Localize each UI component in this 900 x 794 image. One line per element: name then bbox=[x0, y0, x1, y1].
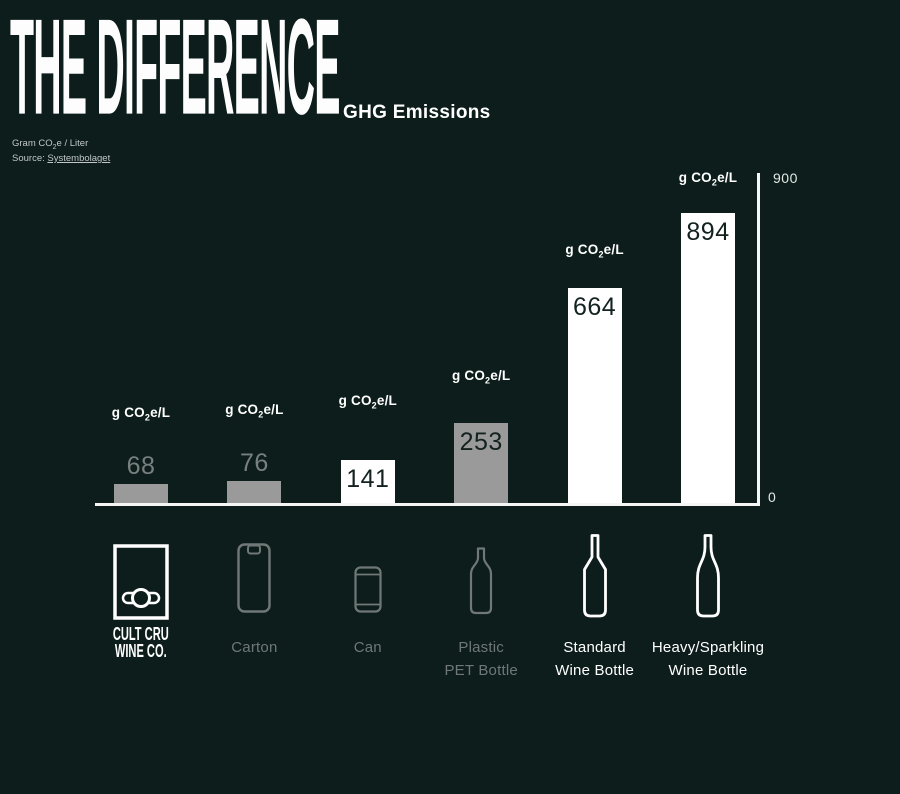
brand-logo-text: CULT CRU WINE CO. bbox=[113, 624, 169, 662]
page-title: THE DIFFERENCE bbox=[10, 0, 340, 144]
category-label-cult-cru-box: CULT CRU WINE CO. bbox=[76, 624, 206, 662]
wine-icon bbox=[582, 534, 608, 618]
unit-label: g CO2e/L bbox=[225, 402, 284, 420]
category-label-standard-wine-bottle: Standard Wine Bottle bbox=[555, 639, 635, 679]
unit-label: g CO2e/L bbox=[338, 393, 397, 411]
bar-pet-bottle bbox=[454, 423, 509, 503]
bar-value-pet-bottle: 253 bbox=[459, 428, 503, 456]
bar-standard-wine-bottle bbox=[567, 288, 622, 503]
bar-value-sparkling-wine-bottle: 894 bbox=[686, 218, 730, 246]
y-axis-min-label: 0 bbox=[768, 489, 777, 505]
category-label-carton: Carton bbox=[231, 639, 278, 656]
bar-value-carton: 76 bbox=[239, 449, 269, 477]
category-label-sparkling-wine-bottle: Heavy/Sparkling Wine Bottle bbox=[651, 639, 765, 679]
bar-carton bbox=[227, 481, 282, 503]
can-icon bbox=[354, 566, 382, 613]
bar-value-cult-cru-box: 68 bbox=[126, 452, 156, 480]
units-note: Gram CO2e / Liter bbox=[12, 138, 89, 151]
chart-title: GHG Emissions bbox=[343, 102, 491, 123]
pet-icon bbox=[469, 547, 493, 615]
category-label-pet-bottle: Plastic PET Bottle bbox=[444, 639, 518, 679]
unit-label: g CO2e/L bbox=[678, 170, 738, 188]
source-link[interactable]: Systembolaget bbox=[47, 152, 111, 164]
carton-icon bbox=[237, 543, 272, 613]
bar-value-standard-wine-bottle: 664 bbox=[572, 293, 617, 321]
category-label-can: Can bbox=[353, 639, 382, 656]
unit-label: g CO2e/L bbox=[565, 242, 624, 260]
box-icon bbox=[113, 544, 169, 620]
y-axis-max-label: 900 bbox=[773, 170, 798, 186]
x-axis-line bbox=[95, 503, 760, 506]
bar-sparkling-wine-bottle bbox=[681, 213, 735, 503]
y-axis-line bbox=[757, 173, 760, 504]
unit-label: g CO2e/L bbox=[451, 368, 511, 386]
sparkling-icon bbox=[695, 534, 721, 618]
bar-cult-cru-box bbox=[114, 484, 168, 503]
source-note: Source: Systembolaget bbox=[12, 152, 111, 164]
chart-meta: Gram CO2e / Liter Source: Systembolaget bbox=[12, 138, 110, 164]
unit-label: g CO2e/L bbox=[111, 405, 171, 423]
bar-value-can: 141 bbox=[346, 465, 390, 493]
bar-can bbox=[340, 460, 395, 503]
